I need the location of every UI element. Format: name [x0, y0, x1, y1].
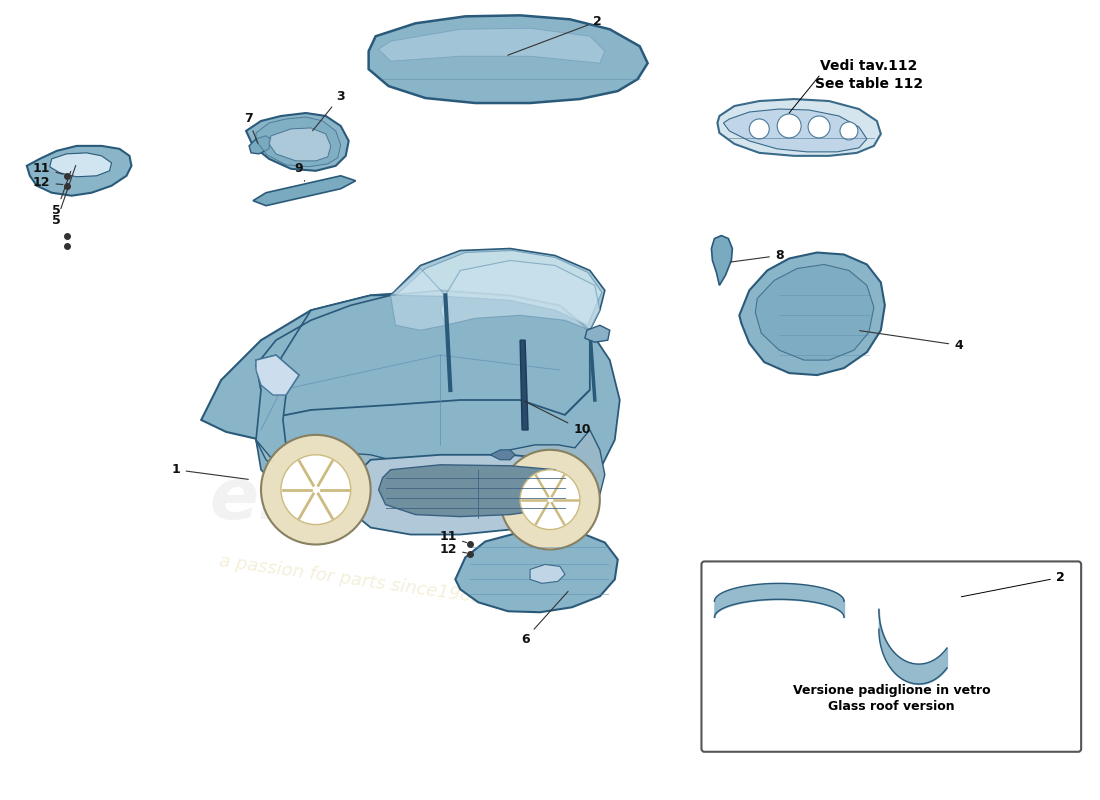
- FancyBboxPatch shape: [702, 562, 1081, 752]
- Polygon shape: [256, 355, 299, 395]
- Text: 11: 11: [440, 530, 466, 543]
- Text: 7: 7: [244, 113, 258, 143]
- Text: 8: 8: [730, 249, 783, 262]
- Text: 4: 4: [860, 330, 962, 352]
- Polygon shape: [378, 28, 605, 63]
- Text: Glass roof version: Glass roof version: [828, 701, 955, 714]
- Text: 5: 5: [53, 166, 76, 227]
- Circle shape: [840, 122, 858, 140]
- Text: 6: 6: [520, 591, 568, 646]
- Polygon shape: [491, 450, 515, 460]
- Text: a passion for parts since1985: a passion for parts since1985: [218, 552, 484, 607]
- Polygon shape: [201, 290, 600, 445]
- Polygon shape: [50, 153, 111, 177]
- Polygon shape: [455, 530, 618, 612]
- Polygon shape: [724, 109, 867, 152]
- Polygon shape: [256, 117, 341, 167]
- Text: 12: 12: [33, 176, 63, 190]
- Polygon shape: [396, 250, 602, 326]
- Text: Vedi tav.112: Vedi tav.112: [821, 59, 917, 73]
- Polygon shape: [256, 295, 390, 390]
- Polygon shape: [26, 146, 132, 196]
- Text: 12: 12: [440, 543, 466, 556]
- Polygon shape: [270, 128, 331, 161]
- Text: elite1985: elite1985: [209, 465, 592, 534]
- Circle shape: [749, 119, 769, 139]
- Polygon shape: [585, 326, 609, 342]
- Polygon shape: [378, 465, 570, 517]
- Text: 3: 3: [312, 90, 345, 130]
- Circle shape: [808, 116, 830, 138]
- Text: See table 112: See table 112: [815, 77, 923, 91]
- Polygon shape: [717, 99, 881, 156]
- Circle shape: [500, 450, 600, 550]
- Circle shape: [280, 455, 351, 525]
- Text: 2: 2: [961, 571, 1065, 597]
- Polygon shape: [440, 261, 600, 330]
- Text: 9: 9: [295, 162, 305, 182]
- Text: Versione padiglione in vetro: Versione padiglione in vetro: [793, 685, 991, 698]
- Polygon shape: [253, 176, 355, 206]
- Text: 1: 1: [172, 463, 249, 479]
- Polygon shape: [345, 455, 580, 534]
- Circle shape: [520, 470, 580, 530]
- Polygon shape: [530, 565, 565, 583]
- Polygon shape: [712, 235, 733, 286]
- Polygon shape: [739, 253, 884, 375]
- Polygon shape: [390, 249, 605, 330]
- Polygon shape: [256, 440, 390, 488]
- Polygon shape: [756, 265, 873, 360]
- Polygon shape: [390, 269, 446, 330]
- Text: 11: 11: [33, 162, 63, 175]
- Polygon shape: [368, 15, 648, 103]
- Text: 5: 5: [53, 171, 70, 217]
- Polygon shape: [492, 430, 605, 510]
- Polygon shape: [256, 355, 311, 500]
- Polygon shape: [249, 136, 271, 154]
- Circle shape: [778, 114, 801, 138]
- Polygon shape: [520, 340, 528, 430]
- Polygon shape: [246, 113, 349, 170]
- Circle shape: [261, 435, 371, 545]
- Text: 2: 2: [508, 15, 602, 55]
- Text: 10: 10: [525, 402, 591, 436]
- Polygon shape: [256, 330, 619, 505]
